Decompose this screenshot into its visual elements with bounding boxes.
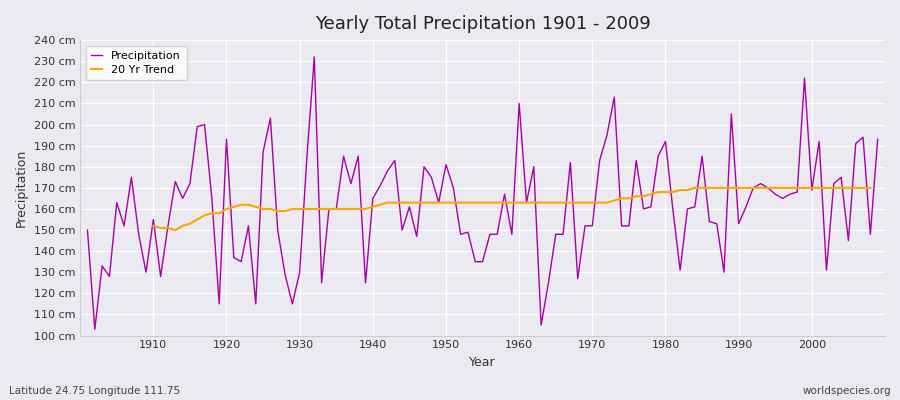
Y-axis label: Precipitation: Precipitation: [15, 149, 28, 227]
20 Yr Trend: [514, 200, 525, 205]
Line: Precipitation: Precipitation: [87, 57, 878, 329]
20 Yr Trend: [536, 200, 546, 205]
Precipitation: [521, 200, 532, 205]
20 Yr Trend: [726, 186, 737, 190]
20 Yr Trend: [374, 202, 385, 207]
20 Yr Trend: [323, 206, 334, 211]
Precipitation: [316, 280, 327, 285]
Title: Yearly Total Precipitation 1901 - 2009: Yearly Total Precipitation 1901 - 2009: [315, 15, 651, 33]
Precipitation: [616, 224, 627, 228]
Text: worldspecies.org: worldspecies.org: [803, 386, 891, 396]
20 Yr Trend: [346, 206, 356, 211]
20 Yr Trend: [170, 228, 181, 232]
Legend: Precipitation, 20 Yr Trend: Precipitation, 20 Yr Trend: [86, 46, 186, 80]
Precipitation: [82, 228, 93, 232]
20 Yr Trend: [148, 224, 158, 228]
X-axis label: Year: Year: [469, 356, 496, 369]
20 Yr Trend: [865, 186, 876, 190]
Text: Latitude 24.75 Longitude 111.75: Latitude 24.75 Longitude 111.75: [9, 386, 180, 396]
Line: 20 Yr Trend: 20 Yr Trend: [153, 188, 870, 230]
Precipitation: [872, 137, 883, 142]
Precipitation: [528, 164, 539, 169]
20 Yr Trend: [689, 186, 700, 190]
Precipitation: [360, 280, 371, 285]
Precipitation: [89, 327, 100, 332]
Precipitation: [309, 54, 320, 59]
Precipitation: [148, 217, 158, 222]
